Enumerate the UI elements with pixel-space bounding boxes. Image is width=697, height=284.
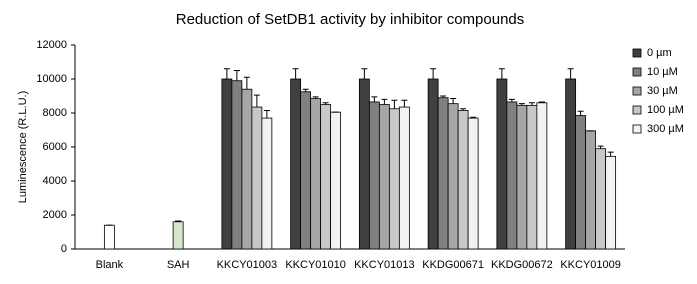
error-bar bbox=[460, 108, 467, 111]
error-bar bbox=[450, 98, 457, 104]
bar bbox=[358, 78, 370, 250]
bar bbox=[398, 106, 410, 250]
bar bbox=[496, 78, 508, 250]
error-bar bbox=[538, 101, 545, 103]
legend-label: 300 µM bbox=[647, 123, 684, 135]
x-tick-label: Blank bbox=[96, 259, 124, 271]
bar bbox=[526, 104, 538, 250]
y-tick-label: 2000 bbox=[43, 209, 67, 221]
error-bar bbox=[498, 68, 505, 79]
bar bbox=[388, 108, 400, 250]
error-bar bbox=[175, 220, 182, 222]
y-axis-label: Luminescence (R.L.U.) bbox=[17, 91, 29, 204]
x-tick-label: KKCY01010 bbox=[285, 259, 346, 271]
y-tick-label: 6000 bbox=[43, 141, 67, 153]
x-tick-label: SAH bbox=[167, 259, 190, 271]
error-bar bbox=[302, 88, 309, 92]
error-bar bbox=[430, 68, 437, 79]
legend-label: 10 µM bbox=[647, 66, 678, 78]
bar bbox=[320, 104, 332, 250]
bar bbox=[585, 130, 597, 250]
legend-label: 100 µM bbox=[647, 104, 684, 116]
x-tick-label: KKCY01003 bbox=[217, 259, 278, 271]
error-bar bbox=[223, 68, 230, 79]
error-bar bbox=[401, 99, 408, 108]
bar bbox=[221, 78, 233, 250]
x-tick-label: KKCY01013 bbox=[354, 259, 415, 271]
error-bar bbox=[567, 68, 574, 79]
y-tick-label: 10000 bbox=[36, 73, 67, 85]
legend-label: 0 µm bbox=[647, 47, 672, 59]
bar bbox=[261, 117, 273, 250]
bar bbox=[467, 117, 479, 250]
x-tick-label: KKDG00672 bbox=[491, 259, 553, 271]
bar bbox=[565, 78, 577, 250]
bar bbox=[172, 221, 184, 250]
error-bar bbox=[312, 96, 319, 99]
bar bbox=[447, 103, 459, 250]
error-bar bbox=[381, 98, 388, 105]
bar bbox=[427, 78, 439, 250]
bar bbox=[378, 104, 390, 250]
error-bar bbox=[597, 145, 604, 149]
error-bar bbox=[253, 94, 260, 108]
error-bar bbox=[233, 70, 240, 81]
error-bar bbox=[607, 151, 614, 157]
bar bbox=[300, 91, 312, 250]
bar bbox=[103, 224, 115, 250]
legend-swatch bbox=[632, 124, 642, 134]
bar bbox=[251, 106, 263, 250]
error-bar bbox=[263, 109, 270, 119]
bar bbox=[457, 110, 469, 250]
y-tick-label: 8000 bbox=[43, 107, 67, 119]
legend-swatch bbox=[632, 48, 642, 58]
error-bar bbox=[470, 116, 477, 119]
bar bbox=[231, 80, 243, 250]
legend-swatch bbox=[632, 105, 642, 115]
bar bbox=[536, 102, 548, 250]
legend-label: 30 µM bbox=[647, 85, 678, 97]
bar bbox=[241, 88, 253, 250]
legend-swatch bbox=[632, 67, 642, 77]
chart-title: Reduction of SetDB1 activity by inhibito… bbox=[176, 11, 525, 28]
bar bbox=[595, 148, 607, 250]
y-tick-label: 12000 bbox=[36, 39, 67, 51]
legend-swatch bbox=[632, 86, 642, 96]
bar bbox=[310, 98, 322, 250]
error-bar bbox=[518, 103, 525, 106]
y-tick-label: 0 bbox=[61, 243, 67, 255]
error-bar bbox=[292, 68, 299, 79]
error-bar bbox=[361, 68, 368, 79]
error-bar bbox=[508, 98, 515, 102]
bar bbox=[368, 101, 380, 250]
error-bar bbox=[371, 96, 378, 102]
x-tick-label: KKDG00671 bbox=[422, 259, 484, 271]
bar bbox=[437, 97, 449, 250]
error-bar bbox=[528, 102, 535, 106]
x-tick-label: KKCY01009 bbox=[560, 259, 621, 271]
bar bbox=[290, 78, 302, 250]
bar bbox=[575, 115, 587, 250]
error-bar bbox=[322, 102, 329, 105]
error-bar bbox=[391, 99, 398, 109]
error-bar bbox=[440, 95, 447, 98]
y-tick-label: 4000 bbox=[43, 175, 67, 187]
error-bar bbox=[577, 110, 584, 116]
bar bbox=[330, 111, 342, 250]
bar bbox=[605, 155, 617, 250]
bar bbox=[506, 101, 518, 250]
bar bbox=[516, 104, 528, 250]
error-bar bbox=[243, 76, 250, 90]
